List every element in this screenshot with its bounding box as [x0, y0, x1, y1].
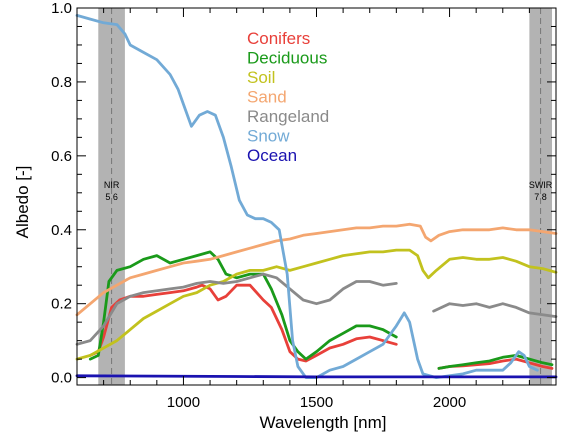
series-line-rangeland-0: [75, 272, 398, 346]
series-line-deciduous-0: [88, 250, 398, 361]
y-axis-title: Albedo [-]: [13, 166, 32, 239]
axes-layer: 1000 1500 2000 0.0 0.2 0.4 0.6 0.8 1.0: [51, 0, 557, 411]
series-line-soil-0: [75, 248, 558, 361]
legend-entry-deciduous: Deciduous: [247, 49, 327, 68]
legend-entry-snow: Snow: [247, 127, 290, 146]
y-tick-label: 0.8: [51, 74, 72, 91]
x-tick-label: 1000: [167, 394, 200, 411]
y-tick-label: 1.0: [51, 0, 72, 17]
legend: ConifersDeciduousSoilSandRangelandSnowOc…: [247, 29, 329, 165]
x-axis-title: Wavelength [nm]: [260, 413, 387, 432]
series-line-rangeland-1: [432, 302, 558, 318]
band-sublabel-1: 7 8: [534, 192, 547, 202]
band-sublabel-0: 5 6: [105, 192, 118, 202]
legend-entry-ocean: Ocean: [247, 146, 297, 165]
legend-entry-soil: Soil: [247, 68, 275, 87]
band-label-1: SWIR: [529, 180, 553, 190]
series-line-snow-0: [75, 14, 539, 379]
band-label-0: NIR: [104, 180, 120, 190]
series-layer: [75, 14, 558, 379]
series-line-sand-0: [75, 222, 558, 317]
y-tick-label: 0.6: [51, 148, 72, 165]
y-tick-label: 0.0: [51, 370, 72, 387]
legend-entry-sand: Sand: [247, 88, 287, 107]
y-tick-label: 0.4: [51, 222, 72, 239]
y-tick-label: 0.2: [51, 296, 72, 313]
band-rect-1: [529, 8, 553, 385]
x-tick-label: 2000: [433, 394, 466, 411]
legend-entry-rangeland: Rangeland: [247, 107, 329, 126]
legend-entry-conifers: Conifers: [247, 29, 310, 48]
series-line-deciduous-1: [437, 354, 554, 370]
x-tick-label: 1500: [300, 394, 333, 411]
